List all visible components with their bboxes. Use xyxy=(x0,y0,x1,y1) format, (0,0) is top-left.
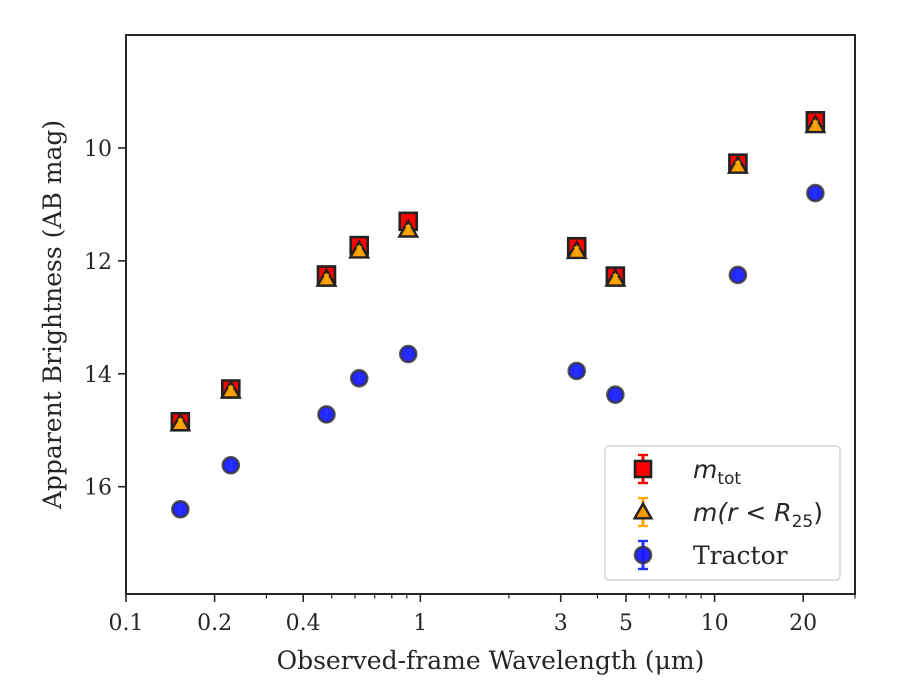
data-point xyxy=(604,267,627,287)
data-point xyxy=(565,239,588,260)
data-point xyxy=(169,412,192,432)
x-tick-label: 20 xyxy=(789,611,817,636)
series-triangle xyxy=(169,113,827,432)
error-bar xyxy=(356,245,362,256)
error-bar xyxy=(405,225,411,235)
data-point xyxy=(219,379,242,399)
x-tick-label: 0.2 xyxy=(197,611,232,636)
data-point xyxy=(398,344,418,364)
data-point xyxy=(567,361,587,381)
error-bar xyxy=(612,389,618,400)
legend-marker xyxy=(633,459,653,479)
error-bar xyxy=(735,161,741,171)
y-tick-label: 12 xyxy=(84,250,112,275)
legend-item-square: mtot xyxy=(633,453,741,489)
error-bar xyxy=(356,373,362,384)
y-tick-label: 10 xyxy=(84,137,112,162)
legend-item-triangle: m(r < R25) xyxy=(632,496,823,532)
legend: mtot m(r < R25) Tractor xyxy=(604,445,841,581)
data-point xyxy=(349,369,369,388)
x-tick-label: 0.4 xyxy=(286,611,321,636)
error-bar xyxy=(812,120,818,131)
y-tick-label: 14 xyxy=(84,363,112,388)
legend-item-circle: Tractor xyxy=(633,539,788,571)
error-bar xyxy=(612,274,618,284)
error-bar xyxy=(812,188,818,198)
data-point xyxy=(726,154,749,174)
data-point xyxy=(315,267,338,287)
error-bar xyxy=(574,246,580,257)
legend-label: Tractor xyxy=(693,541,788,570)
legend-label: m(r < R25) xyxy=(693,498,823,532)
error-bar xyxy=(177,418,183,429)
x-tick-label: 10 xyxy=(701,611,729,636)
x-tick-label: 1 xyxy=(413,611,427,636)
data-point xyxy=(171,500,190,519)
error-bar xyxy=(228,385,234,396)
x-tick-label: 0.1 xyxy=(109,611,144,636)
legend-marker xyxy=(632,501,654,520)
x-axis-label: Observed-frame Wavelength (μm) xyxy=(277,646,705,675)
tick-group: 0.1 0.2 0.4 1 3 5 10 20 10 12 14 16 xyxy=(84,137,856,636)
data-points xyxy=(169,111,827,519)
error-bar xyxy=(323,274,329,284)
data-point xyxy=(397,218,420,238)
legend-marker xyxy=(633,545,653,565)
error-bar xyxy=(735,270,741,280)
data-point xyxy=(728,265,748,285)
data-point xyxy=(348,239,371,259)
y-tick-label: 16 xyxy=(84,476,112,501)
series-square xyxy=(170,111,826,432)
data-point xyxy=(221,455,241,475)
error-bar xyxy=(574,366,580,376)
error-bar xyxy=(177,504,183,515)
data-point xyxy=(317,405,336,424)
y-axis-label: Apparent Brightness (AB mag) xyxy=(38,120,67,510)
data-point xyxy=(606,385,625,404)
data-point xyxy=(806,183,825,203)
x-tick-label: 3 xyxy=(554,611,568,636)
series-circle xyxy=(171,183,825,519)
legend-box xyxy=(604,445,841,581)
legend-label: mtot xyxy=(693,455,741,489)
error-bar xyxy=(323,409,329,420)
plot-frame xyxy=(125,34,856,595)
x-tick-label: 5 xyxy=(619,611,633,636)
error-bar xyxy=(405,349,411,359)
data-point xyxy=(804,113,827,134)
error-bar xyxy=(228,460,234,471)
